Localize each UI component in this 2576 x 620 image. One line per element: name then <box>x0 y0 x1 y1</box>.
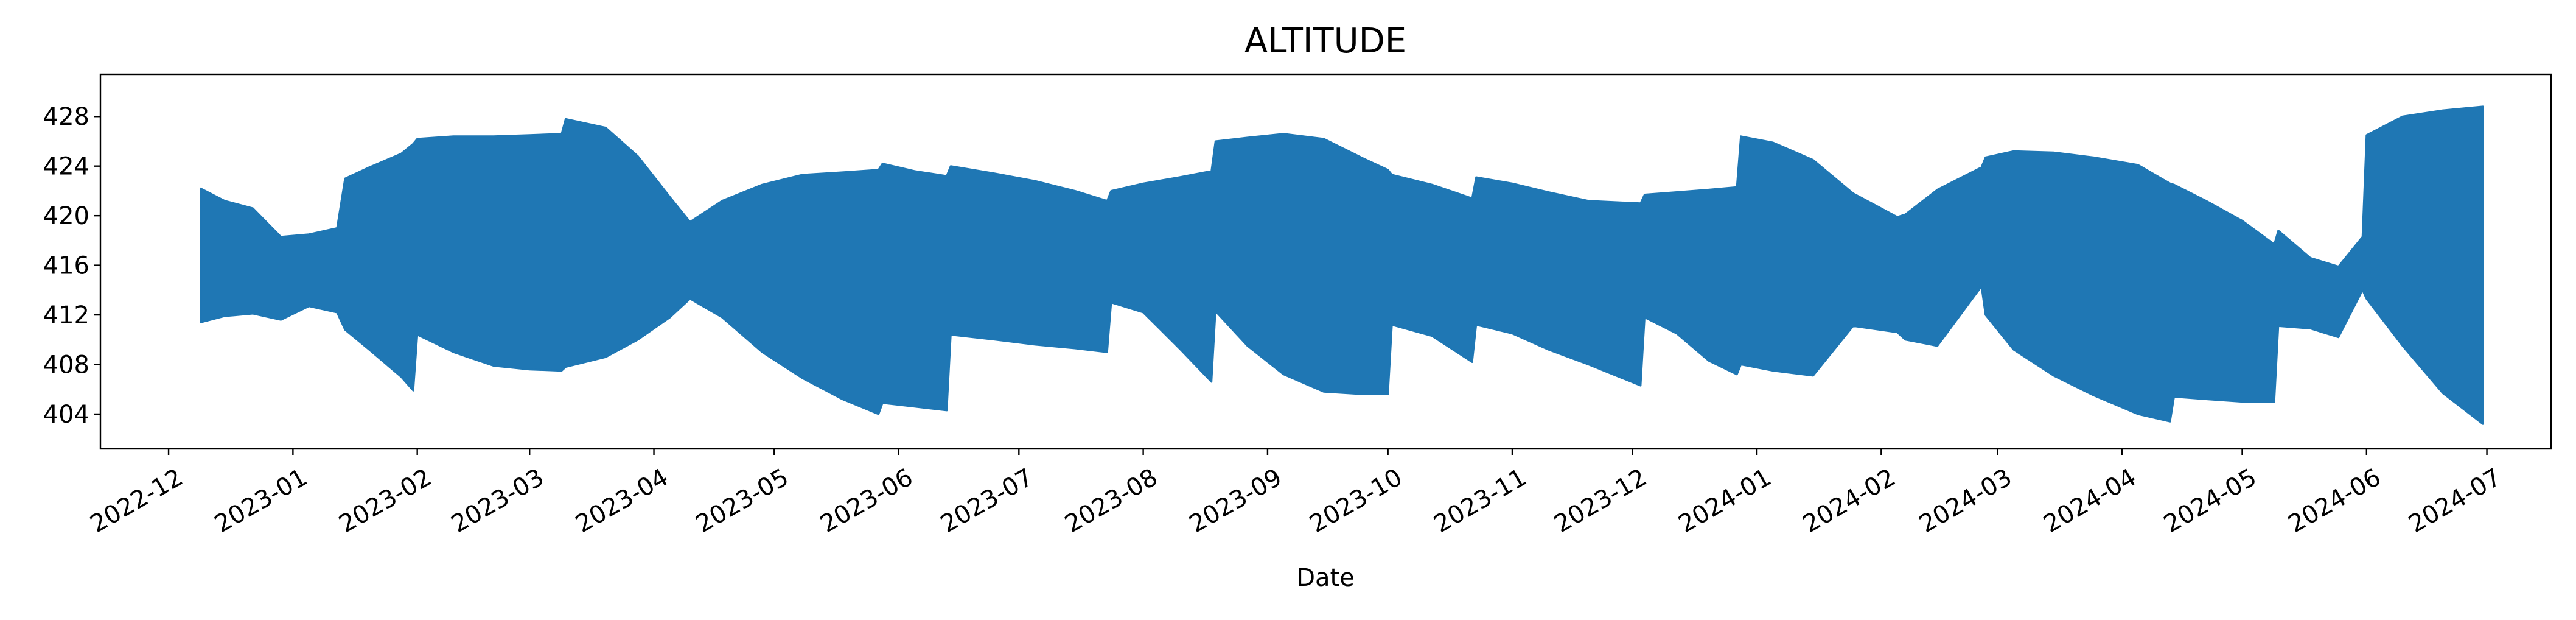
altitude-band-series-0 <box>200 105 2484 425</box>
y-tick-label: 412 <box>43 301 89 329</box>
y-tick-label: 428 <box>43 103 89 131</box>
y-axis: 404 408 412 416 420 424 428 <box>43 103 100 429</box>
chart-title: ALTITUDE <box>1244 21 1406 61</box>
y-tick-label: 416 <box>43 252 89 280</box>
plot-frame <box>99 73 2552 450</box>
y-tick-label: 408 <box>43 351 89 379</box>
plot-area <box>200 105 2484 425</box>
y-tick-label: 424 <box>43 153 89 181</box>
y-tick-label: 404 <box>43 401 89 429</box>
x-axis-label: Date <box>1296 564 1355 592</box>
y-tick-label: 420 <box>43 202 89 230</box>
